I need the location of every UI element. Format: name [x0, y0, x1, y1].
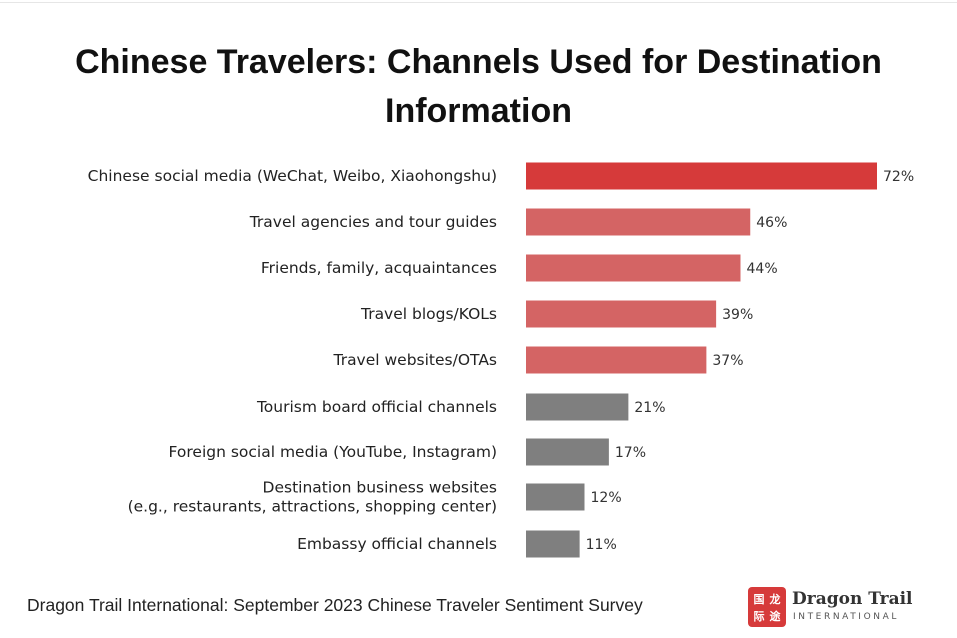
bar [526, 208, 751, 236]
category-label: Tourism board official channels [256, 398, 497, 416]
bar [526, 162, 877, 190]
value-label: 46% [756, 215, 787, 231]
chart-title-line-1: Chinese Travelers: Channels Used for Des… [75, 43, 882, 81]
bar [526, 346, 707, 374]
logo-subtitle: INTERNATIONAL [793, 612, 899, 622]
value-label: 72% [883, 169, 914, 185]
dragon-trail-logo: 国 龙 际 途 Dragon Trail INTERNATIONAL [748, 587, 913, 631]
logo-name: Dragon Trail [792, 589, 913, 609]
category-label: Embassy official channels [297, 535, 497, 553]
source-note: Dragon Trail International: September 20… [27, 595, 643, 615]
value-label: 17% [615, 445, 646, 461]
value-label: 11% [586, 537, 617, 553]
category-label: Foreign social media (YouTube, Instagram… [169, 443, 497, 461]
top-border [0, 2, 957, 3]
category-label: Friends, family, acquaintances [261, 259, 497, 277]
bar [526, 438, 609, 466]
bar [526, 483, 585, 511]
seal-char: 国 [753, 592, 765, 606]
value-label: 37% [712, 353, 743, 369]
seal-char: 途 [769, 609, 781, 623]
value-label: 44% [747, 261, 778, 277]
bar [526, 300, 717, 328]
bar [526, 530, 580, 558]
bar [526, 393, 629, 421]
category-label: Chinese social media (WeChat, Weibo, Xia… [88, 167, 497, 185]
seal-icon: 国 龙 际 途 [748, 587, 786, 627]
bar [526, 254, 741, 282]
seal-char: 龙 [769, 592, 781, 606]
category-label: Travel websites/OTAs [333, 351, 498, 369]
chart-title-line-2: Information [385, 92, 572, 130]
category-label: (e.g., restaurants, attractions, shoppin… [128, 498, 497, 516]
value-label: 12% [591, 490, 622, 506]
category-label: Travel agencies and tour guides [249, 213, 497, 231]
value-label: 39% [722, 307, 753, 323]
category-label: Destination business websites [263, 479, 497, 497]
seal-char: 际 [753, 609, 765, 623]
category-label: Travel blogs/KOLs [360, 305, 497, 323]
value-label: 21% [634, 400, 665, 416]
